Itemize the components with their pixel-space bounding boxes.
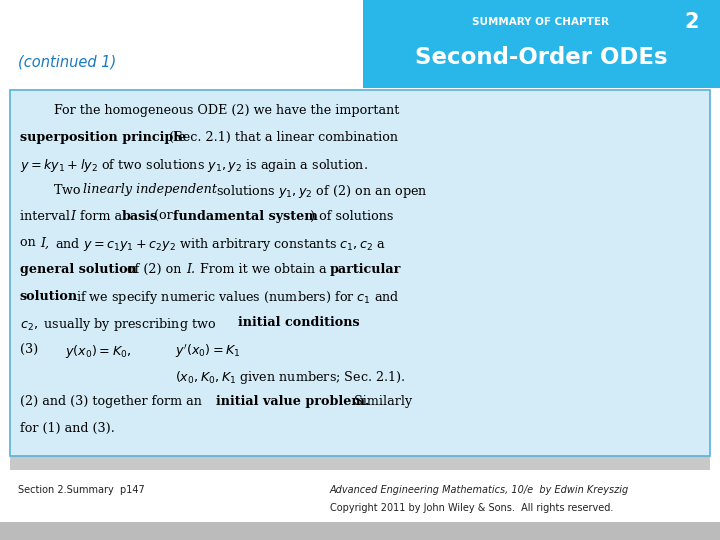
Text: I.: I.: [186, 263, 195, 276]
Text: $y = ky_1 + ly_2$ of two solutions $y_1, y_2$ is again a solution.: $y = ky_1 + ly_2$ of two solutions $y_1,…: [20, 157, 368, 174]
Text: I: I: [70, 210, 75, 223]
Text: Two: Two: [38, 184, 84, 197]
Text: general solution: general solution: [20, 263, 137, 276]
Text: From it we obtain a: From it we obtain a: [196, 263, 330, 276]
Text: solution: solution: [20, 289, 78, 302]
Bar: [363, 0, 720, 88]
Text: Copyright 2011 by John Wiley & Sons.  All rights reserved.: Copyright 2011 by John Wiley & Sons. All…: [330, 503, 613, 513]
Text: (Sec. 2.1) that a linear combination: (Sec. 2.1) that a linear combination: [165, 131, 398, 144]
Text: of (2) on: of (2) on: [123, 263, 185, 276]
Text: For the homogeneous ODE (2) we have the important: For the homogeneous ODE (2) we have the …: [38, 104, 400, 117]
Text: (continued 1): (continued 1): [18, 55, 116, 70]
Text: $y(x_0) = K_0,$: $y(x_0) = K_0,$: [65, 342, 131, 360]
Text: for (1) and (3).: for (1) and (3).: [20, 422, 115, 435]
Text: SUMMARY OF CHAPTER: SUMMARY OF CHAPTER: [472, 17, 608, 27]
Text: Second-Order ODEs: Second-Order ODEs: [415, 46, 667, 70]
Text: ) of solutions: ) of solutions: [310, 210, 393, 223]
Text: (3): (3): [20, 342, 38, 355]
FancyBboxPatch shape: [10, 90, 710, 456]
Text: interval: interval: [20, 210, 74, 223]
Text: solutions $y_1, y_2$ of (2) on an open: solutions $y_1, y_2$ of (2) on an open: [212, 184, 428, 200]
Text: particular: particular: [330, 263, 401, 276]
Text: linearly independent: linearly independent: [83, 184, 217, 197]
Text: form a: form a: [76, 210, 126, 223]
Text: on: on: [20, 237, 40, 249]
Text: (or: (or: [150, 210, 176, 223]
Text: $y'(x_0) = K_1$: $y'(x_0) = K_1$: [175, 342, 240, 360]
Text: fundamental system: fundamental system: [173, 210, 318, 223]
Text: $c_2,$ usually by prescribing two: $c_2,$ usually by prescribing two: [20, 316, 217, 333]
Bar: [0, 522, 720, 540]
Text: I,: I,: [40, 237, 49, 249]
Text: superposition principle: superposition principle: [20, 131, 186, 144]
Text: Similarly: Similarly: [350, 395, 413, 408]
Text: Advanced Engineering Mathematics, 10/e  by Edwin Kreyszig: Advanced Engineering Mathematics, 10/e b…: [330, 485, 629, 495]
Text: $(x_0, K_0, K_1$ given numbers; Sec. 2.1).: $(x_0, K_0, K_1$ given numbers; Sec. 2.1…: [175, 369, 405, 386]
Text: and $y = c_1y_1 + c_2y_2$ with arbitrary constants $c_1, c_2$ a: and $y = c_1y_1 + c_2y_2$ with arbitrary…: [51, 237, 386, 253]
Bar: [10, 456, 710, 470]
Text: Section 2.Summary  p147: Section 2.Summary p147: [18, 485, 145, 495]
Text: (2) and (3) together form an: (2) and (3) together form an: [20, 395, 206, 408]
Text: basis: basis: [122, 210, 158, 223]
Text: 2: 2: [685, 12, 699, 32]
Text: if we specify numeric values (numbers) for $c_1$ and: if we specify numeric values (numbers) f…: [72, 289, 400, 307]
Text: initial value problem.: initial value problem.: [216, 395, 369, 408]
Text: initial conditions: initial conditions: [238, 316, 359, 329]
